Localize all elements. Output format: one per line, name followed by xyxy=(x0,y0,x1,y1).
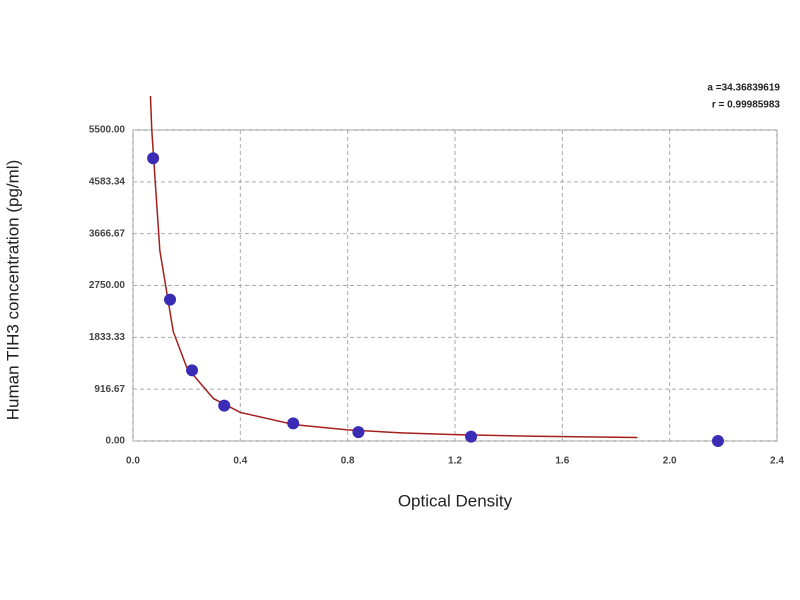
x-tick-label: 2.4 xyxy=(770,456,784,467)
y-tick-label: 1833.33 xyxy=(89,332,126,343)
data-point xyxy=(164,293,177,306)
annotation: r = 0.99985983 xyxy=(712,100,781,111)
y-tick-label: 4583.34 xyxy=(89,176,126,187)
annotation: a =34.36839619 xyxy=(707,83,780,94)
y-axis-label: Human TIH3 concentration (pg/ml) xyxy=(3,160,22,420)
data-point xyxy=(711,435,724,447)
y-tick-label: 5500.00 xyxy=(89,125,126,136)
data-point xyxy=(218,399,231,412)
data-point xyxy=(465,430,478,443)
x-tick-label: 0.4 xyxy=(233,456,247,467)
y-tick-label: 0.00 xyxy=(106,436,126,447)
y-tick-label: 3666.67 xyxy=(89,228,126,239)
x-axis-label: Optical Density xyxy=(398,491,513,510)
data-point xyxy=(186,364,199,377)
data-point xyxy=(352,426,365,439)
data-point xyxy=(287,417,300,430)
fit-curve xyxy=(149,96,638,439)
y-tick-label: 2750.00 xyxy=(89,280,126,291)
x-tick-label: 1.2 xyxy=(448,456,462,467)
x-tick-label: 0.8 xyxy=(341,456,355,467)
x-tick-label: 1.6 xyxy=(555,456,569,467)
y-tick-label: 916.67 xyxy=(94,384,125,395)
x-tick-label: 0.0 xyxy=(126,456,140,467)
x-tick-label: 2.0 xyxy=(663,456,677,467)
data-point xyxy=(147,152,160,165)
